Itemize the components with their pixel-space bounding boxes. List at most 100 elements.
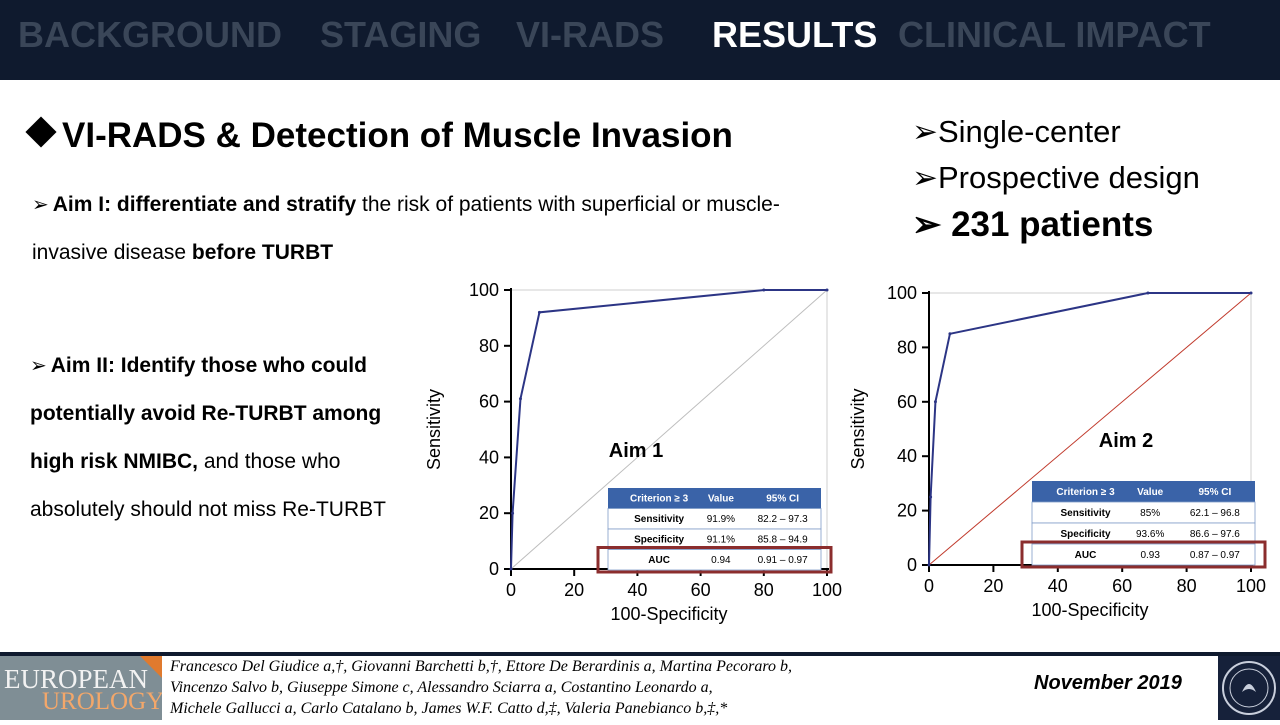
bullet-text: 231 patients xyxy=(951,205,1154,244)
roc-curve-point xyxy=(537,310,541,314)
tab-vi-rads[interactable]: VI-RADS xyxy=(516,14,665,55)
y-tick-label: 100 xyxy=(469,280,499,300)
y-tick-label: 60 xyxy=(897,392,917,412)
x-axis-label: 100-Specificity xyxy=(1031,600,1148,620)
y-tick-label: 80 xyxy=(897,337,917,357)
x-axis-label: 100-Specificity xyxy=(610,604,727,624)
x-tick-label: 0 xyxy=(506,580,516,600)
table-body-cell: 91.1% xyxy=(707,535,735,546)
tab-staging[interactable]: STAGING xyxy=(320,14,482,55)
table-header-row xyxy=(608,488,821,509)
table-body-cell: Sensitivity xyxy=(1061,508,1111,519)
roc-curve-line xyxy=(928,292,1251,566)
roc-curve-point xyxy=(948,332,952,336)
reference-diagonal-line xyxy=(928,292,1252,566)
x-tick-label: 100 xyxy=(1236,576,1266,596)
roc-chart-aim-one: 00 20 20 40 40 60 60 80 80 100 100 100-Specificity S… xyxy=(424,280,842,624)
table-body-cell: 0.94 xyxy=(711,555,731,566)
x-tick-label: 60 xyxy=(1112,576,1132,596)
y-axis-label: Sensitivity xyxy=(424,389,444,470)
table-body-row xyxy=(1031,543,1256,566)
roc-curve-point xyxy=(511,511,515,515)
y-tick-label: 40 xyxy=(897,446,917,466)
slide-title-container: VI-RADS & Detection of Muscle Invasion xyxy=(25,116,733,156)
x-tick-label: 100 xyxy=(812,580,842,600)
y-tick-label: 20 xyxy=(897,501,917,521)
table-header-cell: Value xyxy=(1137,487,1164,498)
roc-curve-point xyxy=(762,288,766,292)
diamond-bullet-icon xyxy=(25,116,57,148)
roc-curve-point xyxy=(1249,291,1253,295)
aim-one-bold-end: before TURBT xyxy=(191,241,334,264)
chart-annotation-label: Aim 2 xyxy=(1099,430,1153,452)
bullet-text: Prospective design xyxy=(937,160,1200,195)
y-tick-label: 60 xyxy=(479,392,499,412)
chart-annotation-label: Aim 1 xyxy=(609,440,663,462)
author-line: Michele Gallucci a, Carlo Catalano b, Ja… xyxy=(170,700,728,717)
footer-divider xyxy=(0,652,1280,656)
table-body-cell: 0.91 – 0.97 xyxy=(758,555,808,566)
table-body-cell: 62.1 – 96.8 xyxy=(1190,508,1240,519)
author-line: Vincenzo Salvo b, Giuseppe Simone c, Ale… xyxy=(170,679,713,696)
table-header-cell: 95% CI xyxy=(1198,487,1231,498)
x-tick-label: 40 xyxy=(627,580,647,600)
table-header-cell: 95% CI xyxy=(766,494,799,505)
x-tick-label: 0 xyxy=(924,576,934,596)
table-body-cell: 85% xyxy=(1140,508,1160,519)
x-tick-label: 80 xyxy=(1177,576,1197,596)
table-body-cell: AUC xyxy=(1075,550,1097,561)
publication-date: November 2019 xyxy=(1034,672,1182,694)
table-body-cell: 93.6% xyxy=(1136,529,1164,540)
roc-curve-point xyxy=(825,288,829,292)
aim-two-text: ➢ Aim II: Identify those who could potent… xyxy=(30,342,410,534)
roc-curve-point xyxy=(929,495,933,499)
european-urology-logo: EUROPEAN UROLOGY xyxy=(0,656,162,720)
roc-curve-point xyxy=(933,400,937,404)
x-tick-label: 20 xyxy=(564,580,584,600)
table-body-cell: 86.6 – 97.6 xyxy=(1190,529,1240,540)
roc-curve-point xyxy=(509,567,513,571)
y-tick-label: 0 xyxy=(907,555,917,575)
table-header-row xyxy=(1032,481,1255,502)
y-tick-label: 40 xyxy=(479,447,499,467)
tab-results[interactable]: RESULTS xyxy=(712,14,878,55)
table-body-cell: Specificity xyxy=(1061,529,1111,540)
table-body-cell: 85.8 – 94.9 xyxy=(758,535,808,546)
logo-line-one: EUROPEAN xyxy=(4,664,149,694)
table-header-cell: Criterion ≥ 3 xyxy=(630,494,689,505)
table-body-cell: 82.2 – 97.3 xyxy=(758,514,808,525)
bullet-patients: ➢ 231 patients xyxy=(912,205,1153,245)
logo-corner-mark xyxy=(140,656,162,678)
logo-line-two: UROLOGY xyxy=(42,688,162,715)
aim-one-text: ➢ Aim I: differentiate and stratify the r… xyxy=(32,181,832,277)
tab-background[interactable]: BACKGROUND xyxy=(18,14,282,55)
aim-two-bold: Aim II: Identify those who could potenti… xyxy=(30,354,382,473)
table-body-row xyxy=(607,549,822,571)
aim-one-bold: Aim I: differentiate and stratify xyxy=(52,193,357,216)
bullet-prospective-design: ➢Prospective design xyxy=(912,160,1200,196)
university-seal-icon xyxy=(1218,656,1280,720)
table-header-cell: Criterion ≥ 3 xyxy=(1056,487,1115,498)
table-header-cell: Value xyxy=(708,494,735,505)
y-tick-label: 0 xyxy=(489,559,499,579)
roc-curve-point xyxy=(927,563,931,567)
section-nav: BACKGROUND STAGING VI-RADS RESULTS CLINI… xyxy=(0,0,1280,80)
author-line: Francesco Del Giudice a,†, Giovanni Barc… xyxy=(170,658,792,675)
tab-clinical-impact[interactable]: CLINICAL IMPACT xyxy=(898,14,1211,55)
slide-title: VI-RADS & Detection of Muscle Invasion xyxy=(62,116,733,155)
y-tick-label: 100 xyxy=(887,283,917,303)
table-body-cell: Specificity xyxy=(634,535,684,546)
auc-highlight-box xyxy=(1020,540,1267,569)
bullet-single-center: ➢Single-center xyxy=(912,114,1121,150)
table-body-cell: AUC xyxy=(648,555,670,566)
auc-highlight-box xyxy=(596,546,833,574)
table-body-cell: 0.87 – 0.97 xyxy=(1190,550,1240,561)
roc-chart-aim-two: 00 20 20 40 40 60 60 80 80 100 100 100-Specificity S… xyxy=(848,283,1267,620)
table-body-cell: 91.9% xyxy=(707,514,735,525)
roc-curve-line xyxy=(510,289,827,570)
arrow-bullet-icon: ➢ xyxy=(912,205,952,244)
arrow-bullet-icon: ➢ xyxy=(32,194,49,216)
author-list: Francesco Del Giudice a,†, Giovanni Barc… xyxy=(170,656,882,719)
aim-two-body: and those who absolutely should not miss… xyxy=(30,450,386,521)
table-body-cell: 0.93 xyxy=(1140,550,1160,561)
